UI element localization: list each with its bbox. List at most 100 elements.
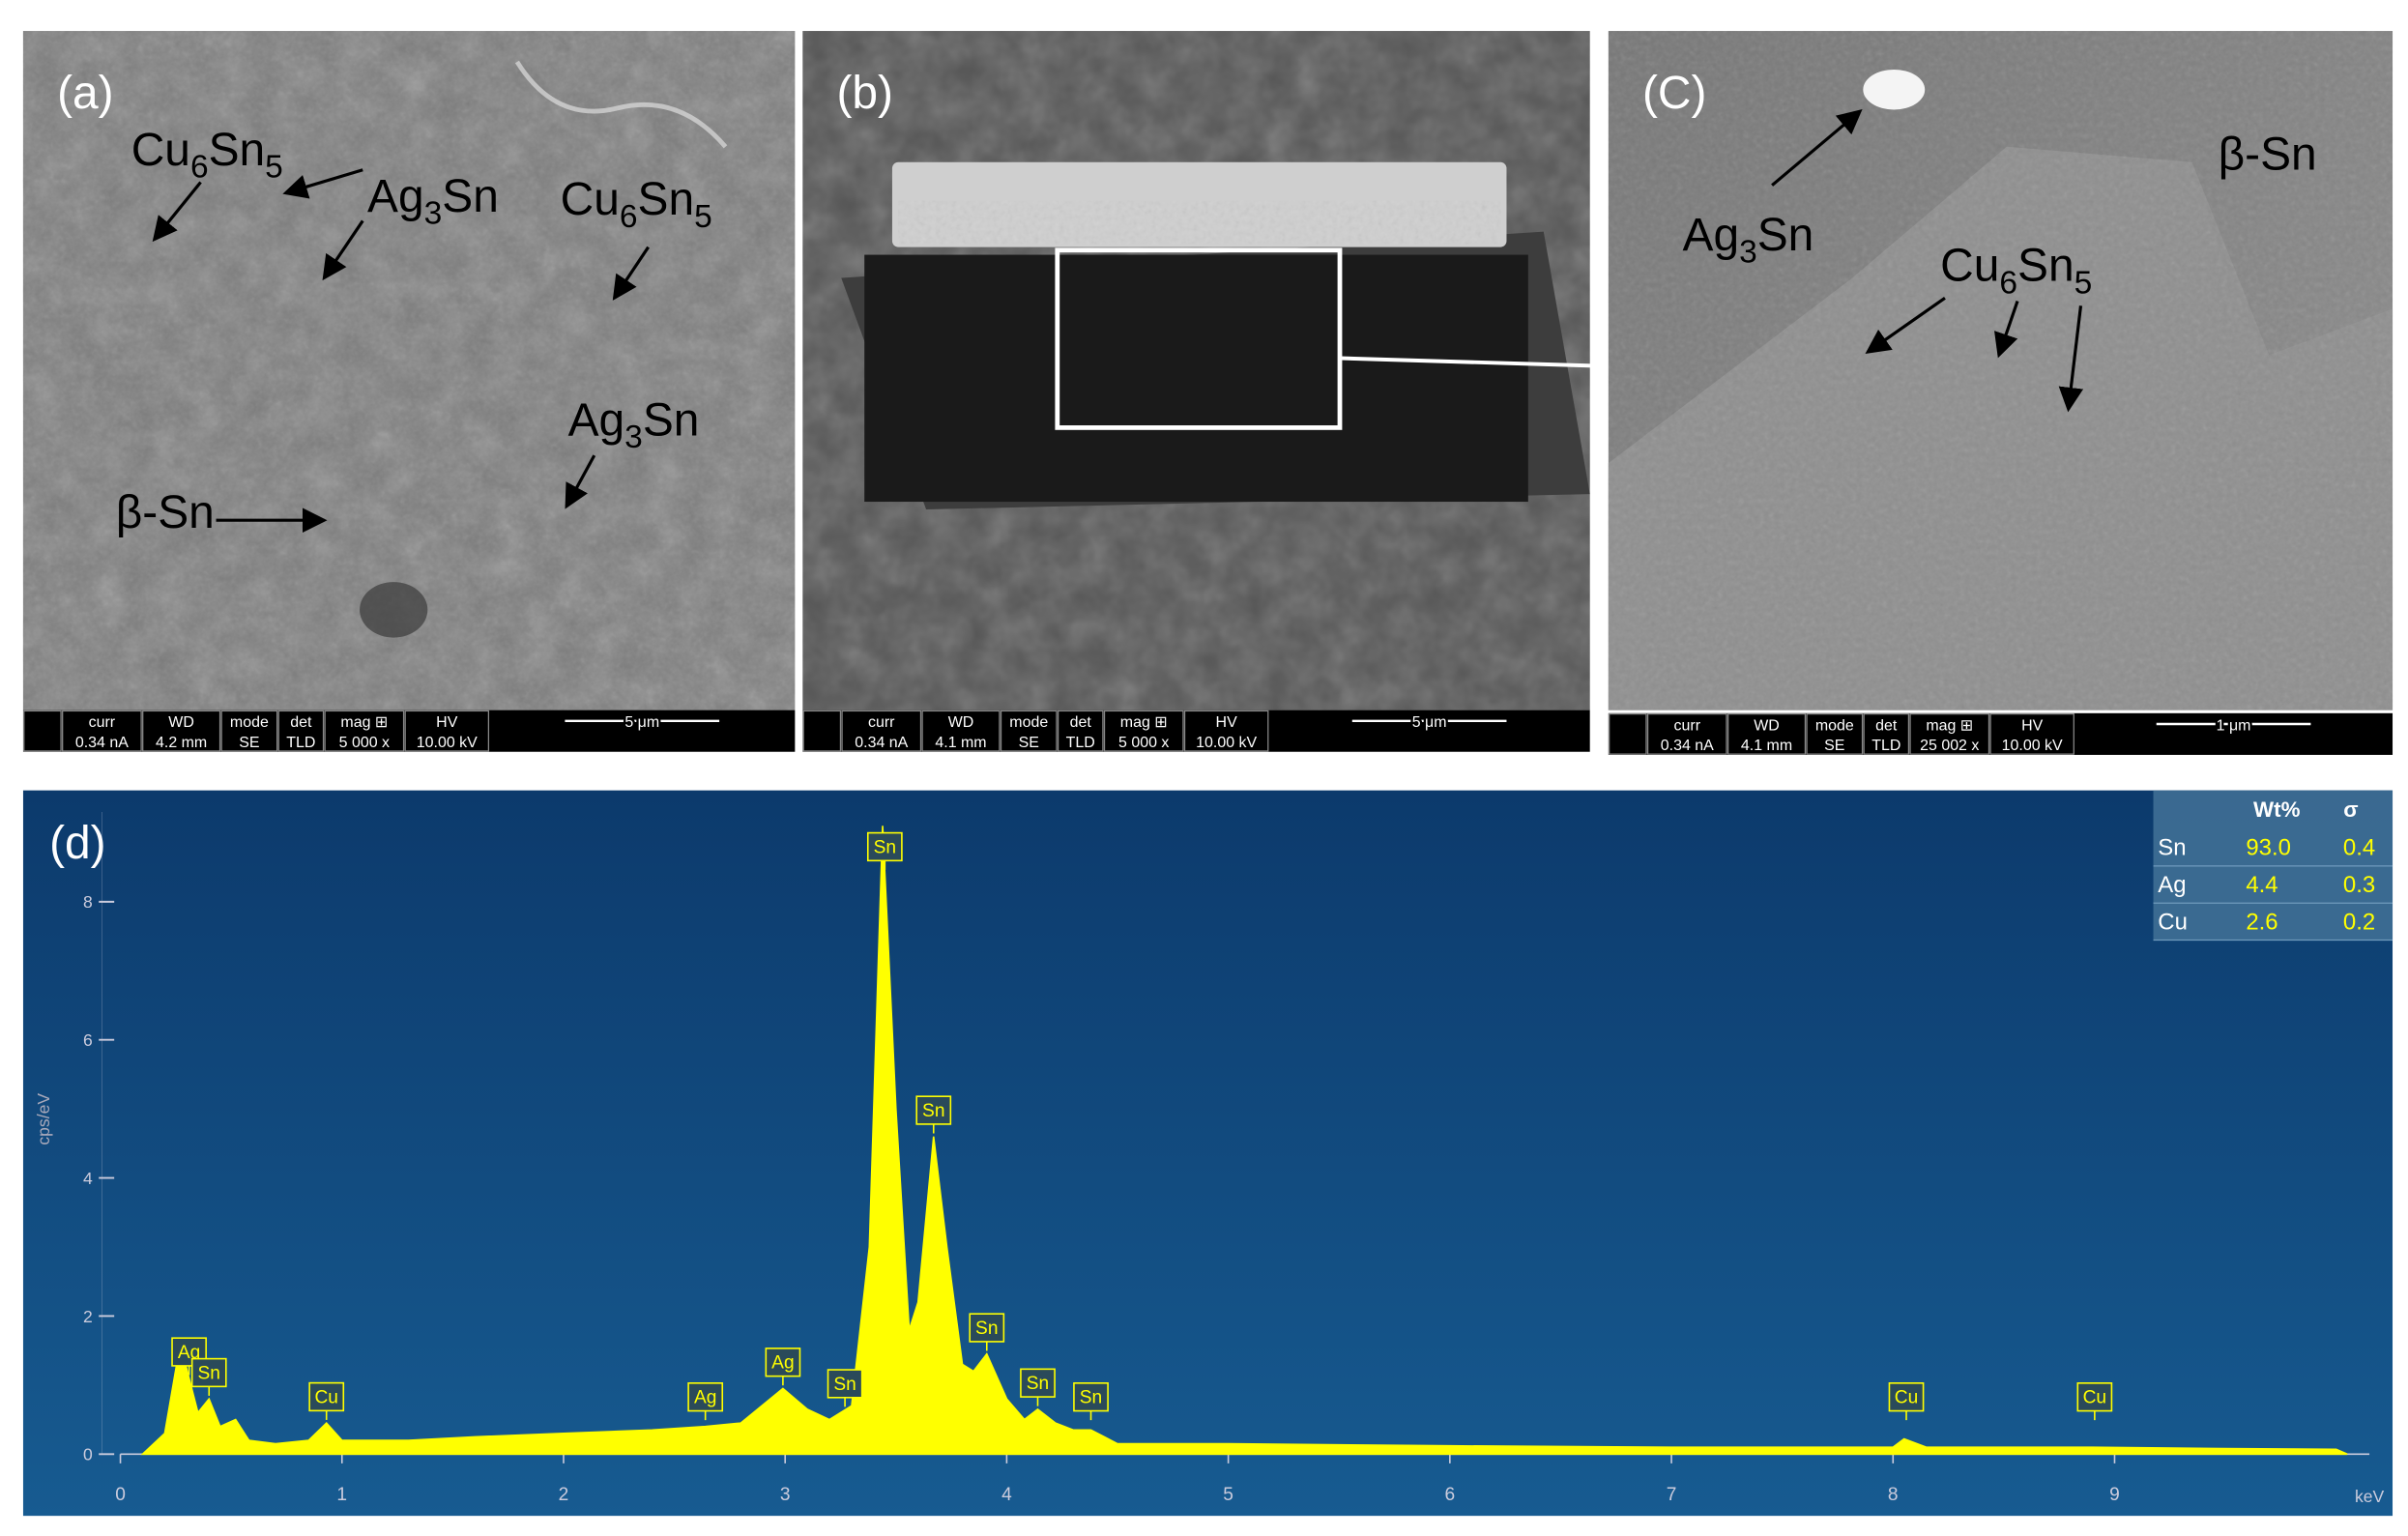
info-value: 0.34 nA bbox=[1661, 738, 1714, 754]
peak-box bbox=[190, 1357, 227, 1388]
info-header: det bbox=[1875, 717, 1898, 734]
info-bar-bg bbox=[1608, 712, 2393, 755]
peak-label: Ag bbox=[765, 1348, 801, 1386]
arrow bbox=[152, 181, 202, 243]
info-value: 4.2 mm bbox=[156, 735, 207, 751]
table-header: Wt% bbox=[2253, 797, 2301, 822]
peak-box bbox=[827, 1369, 863, 1399]
info-cell bbox=[1646, 712, 1727, 755]
info-header: HV bbox=[1216, 714, 1238, 731]
info-value: 25 002 x bbox=[1920, 738, 1979, 754]
info-header: WD bbox=[1754, 717, 1780, 734]
peak-text: Sn bbox=[1080, 1388, 1102, 1408]
annotation: β-Sn bbox=[116, 487, 215, 538]
info-header: curr bbox=[89, 714, 116, 731]
info-cell bbox=[277, 710, 325, 752]
y-tick-label: 0 bbox=[83, 1445, 93, 1464]
peak-text: Sn bbox=[922, 1101, 944, 1121]
y-tick-label: 6 bbox=[83, 1030, 93, 1050]
scale-label: 1 μm bbox=[2217, 717, 2251, 734]
info-bar-bg bbox=[22, 710, 796, 752]
info-header: mag ⊞ bbox=[340, 714, 388, 731]
info-value: SE bbox=[1824, 738, 1844, 754]
x-tick-label: 1 bbox=[336, 1485, 347, 1505]
info-value: 10.00 kV bbox=[417, 735, 478, 751]
peak-label: Sn bbox=[1020, 1368, 1056, 1406]
annotation-part: 5 bbox=[2074, 265, 2093, 301]
info-header: WD bbox=[168, 714, 194, 731]
info-cell bbox=[1057, 710, 1104, 752]
info-value: 10.00 kV bbox=[1196, 735, 1257, 751]
info-cell bbox=[1103, 710, 1184, 752]
table-cell: Sn bbox=[2158, 835, 2186, 861]
peak-box bbox=[915, 1095, 952, 1125]
sem-image-a bbox=[22, 31, 796, 710]
info-header: mag ⊞ bbox=[1926, 717, 1973, 734]
peak-label: Cu bbox=[2076, 1382, 2113, 1421]
peak-box bbox=[308, 1381, 345, 1412]
x-tick-label: 2 bbox=[559, 1485, 569, 1505]
info-cell bbox=[1000, 710, 1058, 752]
arrow bbox=[2058, 305, 2084, 413]
arrow bbox=[1771, 109, 1863, 187]
table-cell: Ag bbox=[2158, 872, 2186, 898]
info-header: det bbox=[1070, 714, 1092, 731]
annotation: Cu6Sn5 bbox=[131, 125, 283, 186]
x-tick-label: 6 bbox=[1445, 1485, 1456, 1505]
spectrum-background bbox=[22, 790, 2393, 1517]
peak-text: Ag bbox=[771, 1353, 794, 1374]
info-cell bbox=[1806, 712, 1864, 755]
annotation: Ag3Sn bbox=[1683, 210, 1814, 271]
arrow bbox=[282, 168, 363, 199]
info-header: HV bbox=[2021, 717, 2044, 734]
panel-label: (a) bbox=[57, 68, 114, 119]
info-value: TLD bbox=[1066, 735, 1095, 751]
peak-label: Sn bbox=[915, 1095, 952, 1134]
sem-image-b bbox=[802, 31, 1653, 710]
sem-image-c bbox=[1608, 31, 2393, 710]
annotation-part: Cu bbox=[1940, 241, 1999, 292]
info-cell bbox=[921, 710, 1001, 752]
table-cell: 4.4 bbox=[2246, 872, 2277, 898]
peak-box bbox=[2076, 1382, 2113, 1412]
annotation: Cu6Sn5 bbox=[1940, 241, 2092, 302]
annotation: Ag3Sn bbox=[367, 171, 499, 232]
annotation: β-Sn bbox=[2219, 130, 2317, 181]
peak-text: Sn bbox=[874, 837, 896, 857]
peak-text: Sn bbox=[975, 1319, 998, 1339]
info-cell bbox=[404, 710, 490, 752]
table-cell: 0.2 bbox=[2343, 909, 2375, 935]
info-header: mode bbox=[230, 714, 269, 731]
annotation-part: Sn bbox=[1757, 210, 1814, 261]
info-value: TLD bbox=[286, 735, 315, 751]
peak-text: Cu bbox=[1895, 1388, 1919, 1408]
arrow bbox=[1994, 300, 2019, 359]
info-value: TLD bbox=[1871, 738, 1900, 754]
annotation-part: Sn bbox=[2017, 241, 2074, 292]
annotation-part: β-Sn bbox=[116, 487, 215, 538]
info-value: 5 000 x bbox=[339, 735, 390, 751]
y-tick-label: 8 bbox=[83, 892, 93, 912]
y-tick-label: 4 bbox=[83, 1169, 93, 1188]
info-cell bbox=[23, 710, 62, 752]
table-cell: Cu bbox=[2158, 909, 2188, 935]
annotation-part: 3 bbox=[424, 196, 443, 232]
info-value: 0.34 nA bbox=[855, 735, 908, 751]
panel-label: (C) bbox=[1642, 68, 1706, 119]
x-axis-label: keV bbox=[2355, 1487, 2385, 1506]
peak-label: Cu bbox=[308, 1381, 345, 1420]
annotation-part: Sn bbox=[643, 394, 700, 446]
peak-box bbox=[866, 831, 903, 862]
peak-label: Sn bbox=[827, 1369, 863, 1407]
info-cell bbox=[1989, 712, 2074, 755]
arrow bbox=[322, 219, 364, 281]
peak-box bbox=[687, 1382, 724, 1412]
annotation-part: 5 bbox=[265, 150, 283, 186]
peak-label: Sn bbox=[190, 1357, 227, 1396]
x-tick-label: 0 bbox=[115, 1485, 126, 1505]
annotation-part: Cu bbox=[561, 174, 620, 225]
peak-box bbox=[1073, 1382, 1109, 1412]
info-bar: curr 0.34 nA WD 4.1 mm mode SE det TLD mag ⊞ 25 0… bbox=[1608, 712, 2393, 755]
peak-box bbox=[1020, 1368, 1056, 1398]
